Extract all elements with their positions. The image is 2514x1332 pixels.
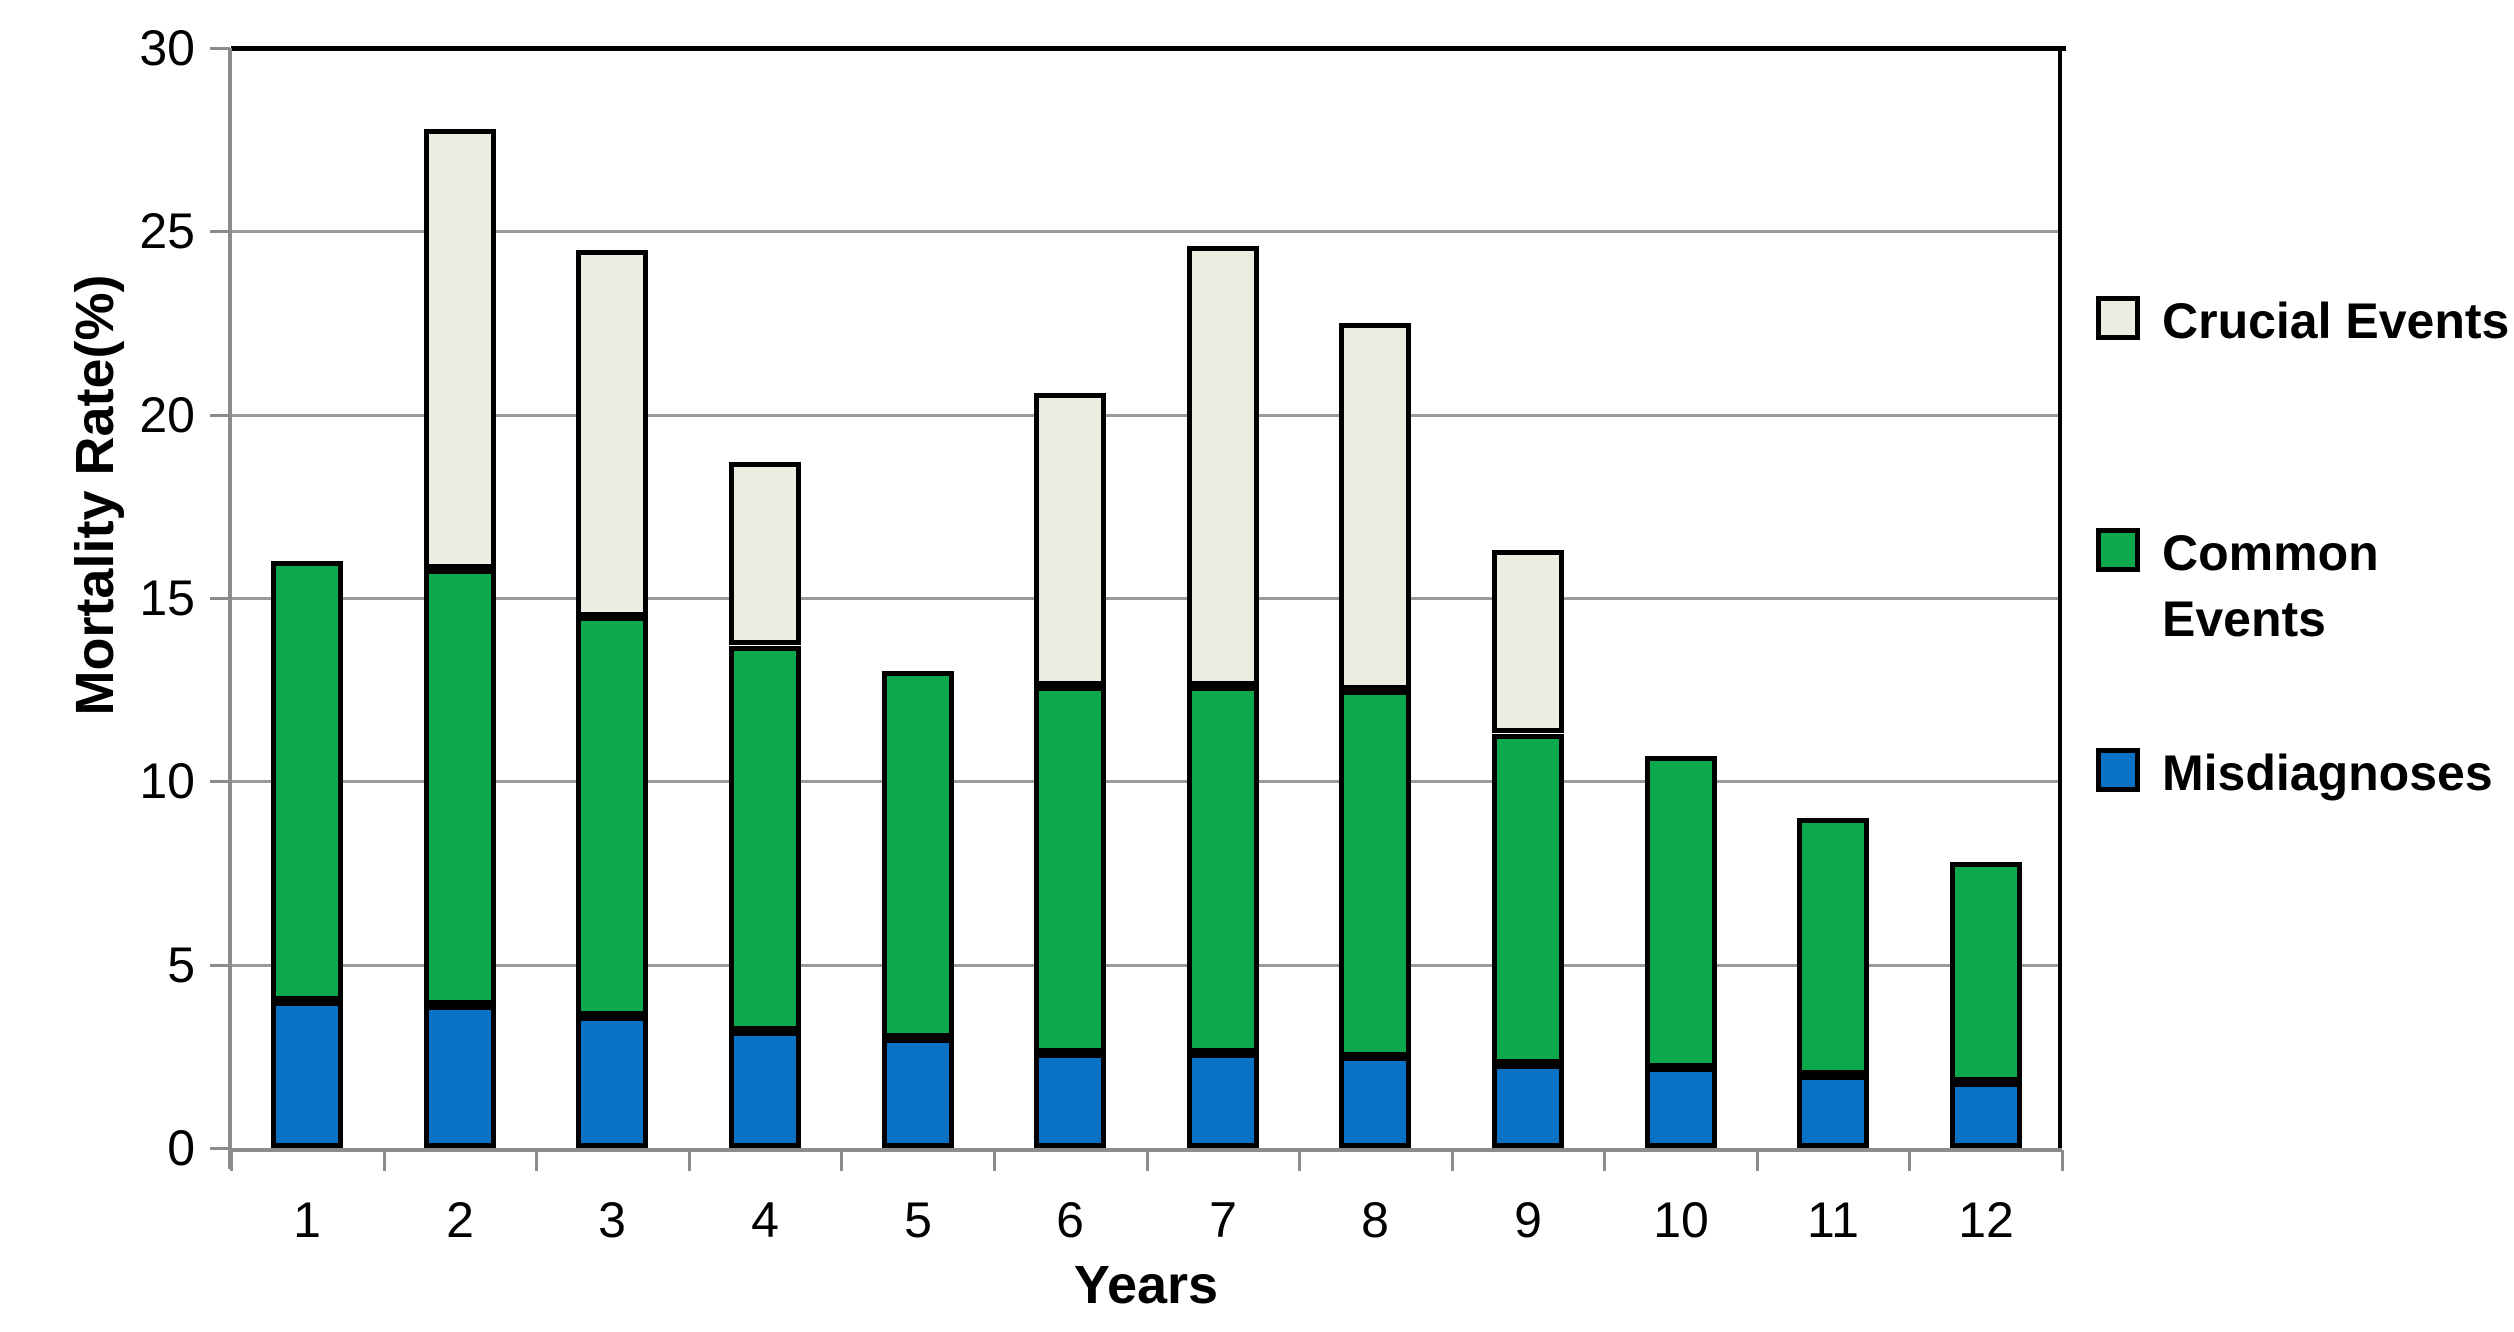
bar-segment-misdiagnoses-year-7 — [1187, 1053, 1259, 1148]
plot-right-border — [2058, 48, 2062, 1150]
y-tick-label-5: 5 — [167, 936, 195, 993]
bar-segment-misdiagnoses-year-1 — [271, 1001, 343, 1148]
x-tick-label-7: 7 — [1209, 1192, 1237, 1248]
x-tick-boundary-2 — [535, 1150, 539, 1171]
bar-segment-common-events-year-8 — [1339, 690, 1411, 1057]
bar-segment-crucial-events-year-7 — [1187, 246, 1259, 686]
bar-segment-crucial-events-year-4 — [729, 462, 801, 645]
legend-label: Crucial Events — [2162, 293, 2510, 349]
x-tick-boundary-3 — [687, 1150, 691, 1171]
y-tick-5 — [210, 963, 230, 967]
y-tick-label-15: 15 — [139, 570, 195, 626]
y-axis-line — [228, 48, 232, 1169]
x-tick-boundary-1 — [382, 1150, 386, 1171]
bar-segment-common-events-year-1 — [271, 561, 343, 1001]
gridline-5 — [231, 963, 2062, 967]
x-tick-label-5: 5 — [904, 1192, 932, 1248]
y-tick-0 — [210, 1147, 230, 1150]
x-tick-label-10: 10 — [1653, 1192, 1709, 1248]
bar-segment-misdiagnoses-year-11 — [1797, 1075, 1869, 1148]
x-tick-boundary-0 — [230, 1150, 233, 1171]
bar-segment-misdiagnoses-year-2 — [424, 1005, 496, 1148]
bar-segment-common-events-year-3 — [576, 616, 648, 1016]
x-tick-label-1: 1 — [293, 1192, 321, 1248]
x-tick-boundary-7 — [1298, 1150, 1302, 1171]
x-axis-title: Years — [1073, 1255, 1219, 1315]
bar-segment-crucial-events-year-9 — [1492, 550, 1564, 733]
x-tick-label-4: 4 — [751, 1192, 779, 1248]
x-tick-boundary-9 — [1603, 1150, 1607, 1171]
x-tick-label-9: 9 — [1514, 1192, 1542, 1248]
x-tick-boundary-12 — [2061, 1150, 2064, 1171]
x-tick-boundary-5 — [992, 1150, 996, 1171]
gridline-25 — [231, 230, 2062, 234]
y-tick-label-30: 30 — [139, 20, 195, 76]
legend-label: Misdiagnoses — [2162, 745, 2493, 801]
y-tick-label-25: 25 — [139, 203, 195, 260]
legend-swatch-misdiagnoses — [2096, 748, 2140, 792]
x-tick-label-3: 3 — [598, 1192, 626, 1248]
gridline-10 — [231, 780, 2062, 784]
x-tick-boundary-11 — [1908, 1150, 1912, 1171]
bar-segment-common-events-year-10 — [1645, 756, 1717, 1068]
x-tick-label-2: 2 — [446, 1192, 474, 1248]
gridline-15 — [231, 597, 2062, 600]
plot-top-border — [231, 46, 2066, 51]
x-tick-boundary-8 — [1450, 1150, 1454, 1171]
bar-segment-common-events-year-5 — [882, 671, 954, 1038]
bar-segment-misdiagnoses-year-5 — [882, 1038, 954, 1148]
bar-segment-crucial-events-year-3 — [576, 250, 648, 617]
bar-segment-common-events-year-2 — [424, 569, 496, 1005]
bar-segment-common-events-year-11 — [1797, 818, 1869, 1075]
y-tick-15 — [210, 597, 230, 600]
bar-segment-common-events-year-6 — [1034, 686, 1106, 1053]
legend-swatch-crucial-events — [2096, 296, 2140, 340]
gridline-20 — [231, 413, 2062, 417]
bar-segment-misdiagnoses-year-8 — [1339, 1056, 1411, 1148]
x-tick-boundary-10 — [1755, 1150, 1759, 1171]
legend-label: Common Events — [2162, 525, 2379, 647]
y-tick-label-0: 0 — [167, 1120, 195, 1176]
y-tick-10 — [210, 780, 230, 784]
bar-segment-misdiagnoses-year-10 — [1645, 1067, 1717, 1148]
bar-segment-crucial-events-year-2 — [424, 129, 496, 569]
bar-segment-misdiagnoses-year-12 — [1950, 1082, 2022, 1148]
x-tick-boundary-6 — [1145, 1150, 1149, 1171]
legend-swatch-common-events — [2096, 528, 2140, 572]
bar-segment-misdiagnoses-year-3 — [576, 1016, 648, 1148]
bar-segment-common-events-year-12 — [1950, 862, 2022, 1082]
bar-segment-misdiagnoses-year-4 — [729, 1031, 801, 1148]
y-tick-label-20: 20 — [139, 386, 195, 443]
bar-segment-common-events-year-4 — [729, 646, 801, 1031]
x-tick-label-11: 11 — [1807, 1192, 1859, 1248]
bar-segment-misdiagnoses-year-9 — [1492, 1064, 1564, 1148]
x-tick-label-12: 12 — [1958, 1192, 2014, 1248]
y-tick-label-10: 10 — [139, 753, 195, 810]
y-tick-20 — [210, 413, 230, 417]
bar-segment-common-events-year-7 — [1187, 686, 1259, 1053]
y-tick-30 — [210, 47, 230, 50]
x-tick-boundary-4 — [840, 1150, 844, 1171]
x-tick-label-6: 6 — [1056, 1192, 1084, 1248]
bar-segment-common-events-year-9 — [1492, 734, 1564, 1064]
x-tick-label-8: 8 — [1361, 1192, 1389, 1248]
y-tick-25 — [210, 230, 230, 234]
bar-segment-crucial-events-year-8 — [1339, 323, 1411, 690]
bar-segment-misdiagnoses-year-6 — [1034, 1053, 1106, 1148]
bar-segment-crucial-events-year-6 — [1034, 393, 1106, 686]
